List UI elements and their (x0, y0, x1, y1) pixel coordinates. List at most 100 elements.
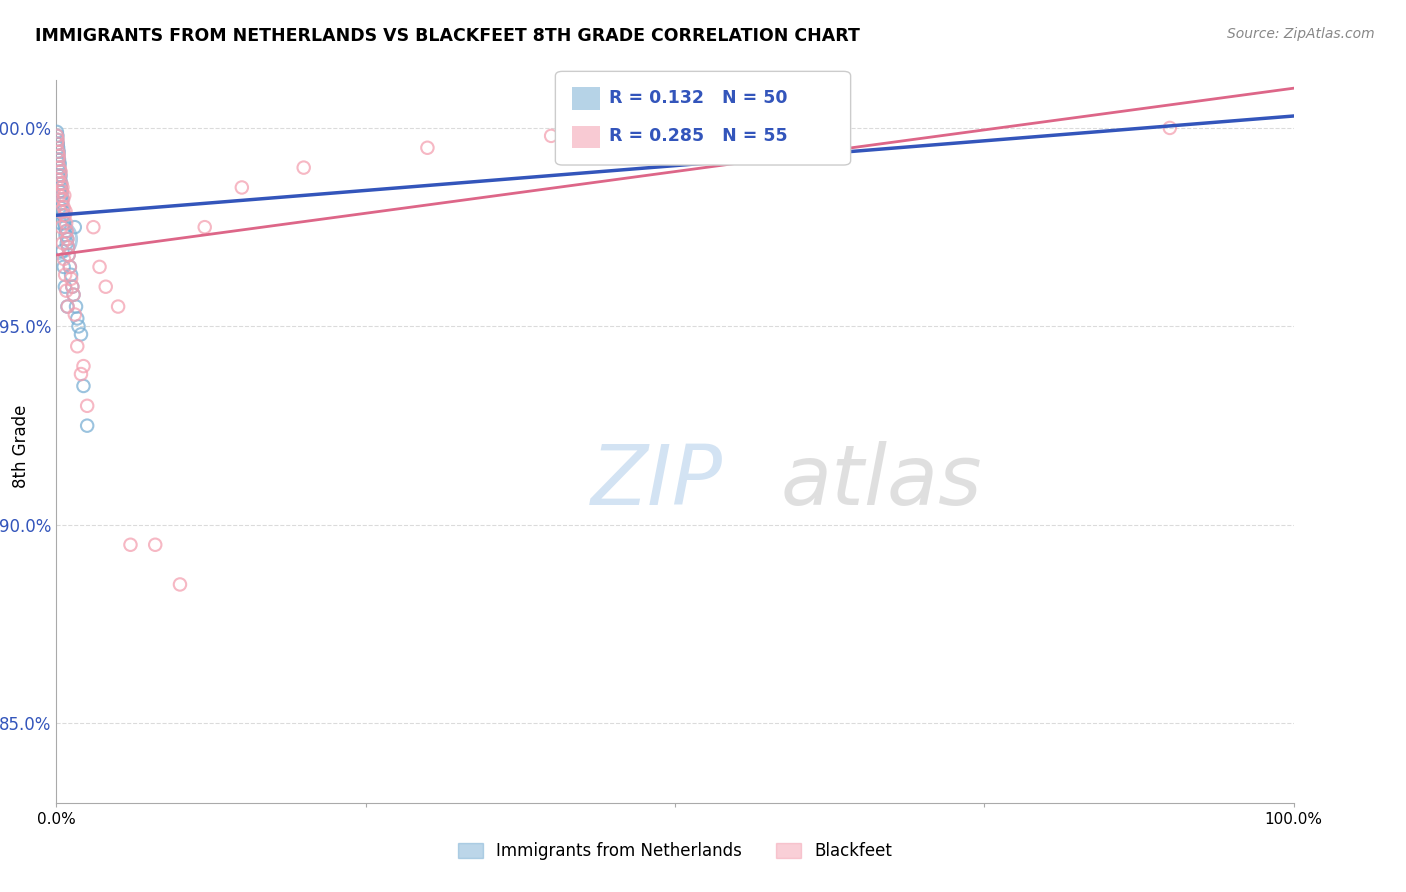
Point (66, 311, 89, 326)
Point (53, 216, 76, 230)
Point (416, 141, 439, 155)
Legend: Immigrants from Netherlands, Blackfeet: Immigrants from Netherlands, Blackfeet (451, 836, 898, 867)
Point (48, 153, 70, 167)
Point (63, 308, 86, 322)
Point (46, 136, 69, 151)
Point (53, 279, 76, 293)
Point (46, 153, 69, 167)
Point (49, 164, 72, 178)
Point (49, 180, 72, 194)
Text: ZIP: ZIP (591, 442, 723, 522)
Point (76, 418, 98, 433)
Point (53, 220, 76, 235)
Point (46, 136, 69, 151)
Point (120, 538, 142, 552)
Text: IMMIGRANTS FROM NETHERLANDS VS BLACKFEET 8TH GRADE CORRELATION CHART: IMMIGRANTS FROM NETHERLANDS VS BLACKFEET… (35, 27, 860, 45)
Point (89, 260, 111, 274)
Point (70, 327, 93, 342)
Point (55, 284, 77, 298)
Point (56, 240, 79, 254)
Point (51, 177, 73, 191)
Point (58, 248, 80, 262)
Point (52, 260, 75, 274)
Point (63, 220, 86, 235)
Point (55, 235, 77, 250)
Point (51, 180, 73, 194)
Text: R = 0.132   N = 50: R = 0.132 N = 50 (609, 89, 787, 107)
Point (55, 204, 77, 219)
Point (46, 136, 69, 151)
Point (46, 141, 69, 155)
Point (52, 208, 75, 222)
Point (60, 279, 83, 293)
Point (45, 128, 67, 143)
Point (52, 235, 75, 250)
Point (55, 228, 77, 243)
Point (56, 240, 79, 254)
Point (72, 359, 94, 373)
Point (48, 149, 70, 163)
Point (65, 300, 87, 314)
Point (143, 538, 166, 552)
Point (76, 399, 98, 413)
Point (49, 172, 72, 186)
Point (787, 141, 810, 155)
Point (48, 161, 70, 175)
Point (48, 153, 70, 167)
Text: R = 0.285   N = 55: R = 0.285 N = 55 (609, 128, 787, 145)
Point (664, 120, 686, 135)
Point (60, 279, 83, 293)
Point (51, 185, 73, 199)
Point (51, 196, 73, 211)
Point (53, 208, 76, 222)
Point (49, 216, 72, 230)
Text: atlas: atlas (780, 442, 981, 522)
Point (46, 232, 69, 246)
Point (58, 248, 80, 262)
Point (94, 279, 117, 293)
Point (51, 188, 73, 202)
Point (51, 220, 73, 235)
Point (55, 224, 77, 238)
Point (46, 133, 69, 147)
Point (56, 300, 79, 314)
Point (1159, 120, 1181, 135)
Point (52, 204, 75, 219)
Point (48, 145, 70, 159)
Point (55, 224, 77, 238)
Point (194, 220, 217, 235)
Point (46, 133, 69, 147)
Point (49, 169, 72, 183)
Point (67, 319, 90, 334)
Point (59, 260, 82, 274)
Point (49, 164, 72, 178)
Point (52, 200, 75, 214)
Point (82, 220, 104, 235)
Point (51, 244, 73, 258)
Point (49, 204, 72, 219)
Point (45, 125, 67, 139)
Point (49, 200, 72, 214)
Point (62, 287, 84, 301)
Point (60, 272, 83, 286)
Point (231, 180, 253, 194)
Point (48, 149, 70, 163)
Point (52, 252, 75, 266)
Point (56, 232, 79, 246)
Point (107, 300, 129, 314)
Point (46, 145, 69, 159)
Point (53, 188, 76, 202)
Point (52, 193, 75, 207)
Point (46, 172, 69, 186)
Point (51, 177, 73, 191)
Point (70, 367, 93, 381)
Point (48, 161, 70, 175)
Point (46, 128, 69, 143)
Point (169, 577, 191, 591)
Point (60, 268, 83, 282)
Point (51, 193, 73, 207)
Text: Source: ZipAtlas.com: Source: ZipAtlas.com (1227, 27, 1375, 41)
Point (292, 161, 315, 175)
Text: 8th Grade: 8th Grade (13, 404, 30, 488)
Point (62, 287, 84, 301)
